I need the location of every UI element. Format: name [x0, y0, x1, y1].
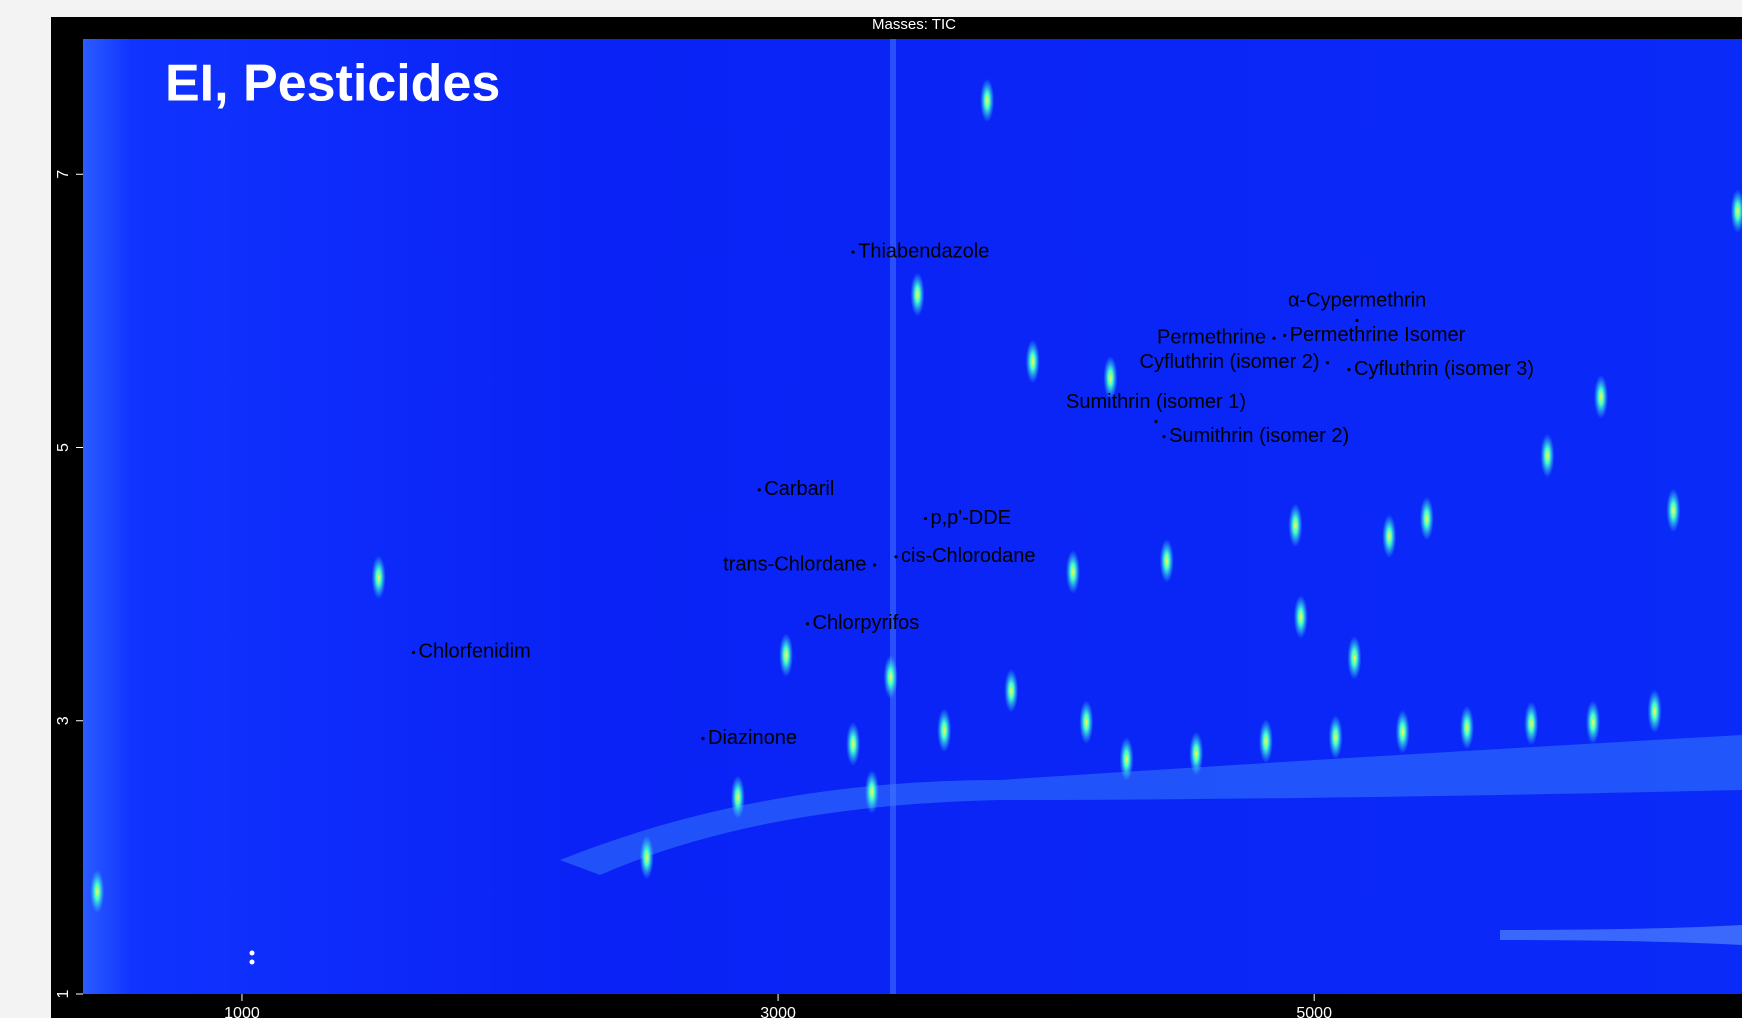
peak [1594, 375, 1608, 419]
peak [1160, 539, 1174, 583]
peak [640, 835, 654, 879]
compound-label: Thiabendazole [858, 240, 989, 262]
peak [1420, 497, 1434, 541]
peak [372, 555, 386, 599]
peak [846, 722, 860, 766]
peak [1259, 719, 1273, 763]
peak [980, 78, 994, 122]
compound-label: Chlorpyrifos [813, 612, 920, 634]
compound-label: Diazinone [708, 727, 797, 749]
peak [1540, 434, 1554, 478]
compound-marker [701, 737, 704, 740]
y-tick-label: 1 [55, 989, 72, 998]
peak [1460, 706, 1474, 750]
peak [865, 770, 879, 814]
compound-label: cis-Chlorodane [901, 545, 1036, 567]
compound-marker [1272, 337, 1275, 340]
compound-label: Permethrine [1157, 326, 1266, 348]
plot-area [83, 39, 1742, 994]
y-tick-label: 5 [55, 443, 72, 452]
x-tick-label: 1000 [224, 1005, 260, 1018]
compound-marker [1154, 420, 1157, 423]
peak [1079, 700, 1093, 744]
peak [779, 633, 793, 677]
compound-marker [412, 651, 415, 654]
compound-marker [1326, 361, 1329, 364]
peak [1294, 595, 1308, 639]
peak [1648, 689, 1662, 733]
compound-marker [1355, 319, 1358, 322]
peak [1347, 636, 1361, 680]
peak [1288, 503, 1302, 547]
peak [1586, 700, 1600, 744]
compound-marker [1162, 435, 1165, 438]
peak [90, 870, 104, 914]
compound-marker [852, 251, 855, 254]
compound-marker [806, 622, 809, 625]
peak [731, 775, 745, 819]
compound-label: Carbaril [764, 478, 834, 500]
x-tick-label: 3000 [760, 1005, 796, 1018]
chart-title: Masses: TIC [872, 16, 956, 33]
compound-label: Chlorfenidim [419, 641, 531, 663]
compound-label: Permethrine Isomer [1290, 324, 1466, 346]
peak [884, 655, 898, 699]
compound-label: Cyfluthrin (isomer 3) [1354, 358, 1534, 380]
page: {"chart_data": { "type": "scatter", "tit… [0, 0, 1742, 1018]
compound-marker [1347, 368, 1350, 371]
x-tick-label: 5000 [1296, 1005, 1332, 1018]
peak [910, 272, 924, 316]
compound-label: p,p'-DDE [931, 507, 1012, 529]
peak [1329, 715, 1343, 759]
y-tick-label: 3 [55, 716, 72, 725]
peak [1004, 669, 1018, 713]
compound-label: Cyfluthrin (isomer 2) [1140, 351, 1320, 373]
compound-marker [924, 517, 927, 520]
peak [937, 708, 951, 752]
compound-marker [758, 488, 761, 491]
compound-marker [873, 563, 876, 566]
peak [1026, 339, 1040, 383]
y-tick-label: 7 [55, 170, 72, 179]
chart-subtitle: EI, Pesticides [165, 55, 500, 113]
chart: Masses: TIC EI, Pesticides 1000 3000 5000 1… [0, 0, 1742, 1018]
peak [1666, 488, 1680, 532]
compound-marker [894, 555, 897, 558]
peak [1382, 514, 1396, 558]
compound-label: α-Cypermethrin [1288, 290, 1426, 312]
peak [1524, 701, 1538, 745]
compound-label: Sumithrin (isomer 1) [1066, 391, 1246, 413]
compound-marker [1283, 334, 1286, 337]
compound-label: trans-Chlordane [723, 553, 866, 575]
peak [1189, 732, 1203, 776]
peak [1120, 737, 1134, 781]
peak [1066, 550, 1080, 594]
peak [1396, 710, 1410, 754]
compound-label: Sumithrin (isomer 2) [1169, 425, 1349, 447]
